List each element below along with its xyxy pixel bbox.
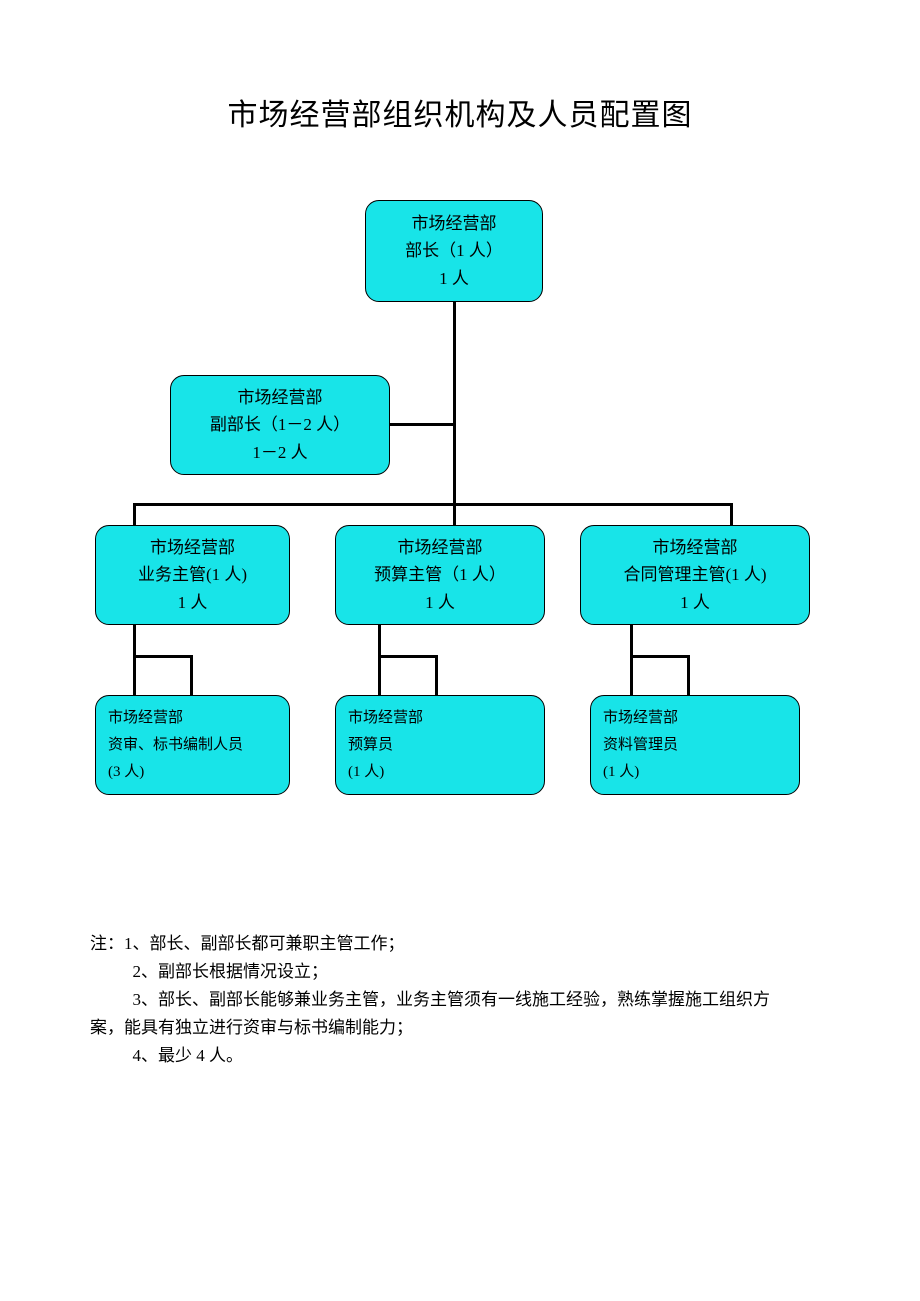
org-node-deputy-line-1: 副部长（1－2 人）	[210, 411, 350, 438]
org-node-staff3-line-2: (1 人)	[603, 759, 639, 786]
connector-1	[390, 423, 455, 426]
org-node-staff1-line-2: (3 人)	[108, 759, 144, 786]
org-node-mgr1-line-1: 业务主管(1 人)	[138, 561, 247, 588]
org-node-mgr2-line-2: 1 人	[425, 589, 455, 616]
connector-0	[453, 302, 456, 525]
note-item-3: 3、部长、副部长能够兼业务主管，业务主管须有一线施工经验，熟练掌握施工组织方案，…	[90, 986, 850, 1042]
connector-13	[687, 655, 690, 696]
org-node-mgr2-line-1: 预算主管（1 人）	[374, 561, 506, 588]
connector-5	[133, 625, 136, 696]
connector-12	[630, 655, 690, 658]
org-node-mgr3-line-0: 市场经营部	[653, 534, 738, 561]
org-node-mgr1-line-0: 市场经营部	[150, 534, 235, 561]
org-node-mgr3: 市场经营部合同管理主管(1 人)1 人	[580, 525, 810, 625]
org-node-staff3: 市场经营部资料管理员(1 人)	[590, 695, 800, 795]
org-node-root-line-2: 1 人	[439, 265, 469, 292]
note-item-3-line2: 案，能具有独立进行资审与标书编制能力；	[90, 1014, 850, 1042]
org-node-mgr2: 市场经营部预算主管（1 人）1 人	[335, 525, 545, 625]
org-node-staff3-line-1: 资料管理员	[603, 732, 678, 759]
org-node-staff2-line-1: 预算员	[348, 732, 393, 759]
connector-2	[133, 503, 733, 506]
connector-8	[378, 625, 381, 696]
org-node-staff2-line-2: (1 人)	[348, 759, 384, 786]
org-node-staff2-line-0: 市场经营部	[348, 705, 423, 732]
notes-block: 注：1、部长、副部长都可兼职主管工作； 2、副部长根据情况设立； 3、部长、副部…	[90, 930, 850, 1070]
note-item-2: 2、副部长根据情况设立；	[90, 958, 850, 986]
connector-10	[435, 655, 438, 696]
connector-4	[730, 503, 733, 526]
connector-6	[133, 655, 193, 658]
connector-7	[190, 655, 193, 696]
page-title: 市场经营部组织机构及人员配置图	[0, 90, 920, 134]
note-item-1: 1、部长、副部长都可兼职主管工作；	[124, 934, 405, 953]
note-item-3-line1: 3、部长、副部长能够兼业务主管，业务主管须有一线施工经验，熟练掌握施工组织方	[90, 986, 850, 1014]
note-item-4: 4、最少 4 人。	[90, 1042, 850, 1070]
connector-3	[133, 503, 136, 526]
org-node-root: 市场经营部部长（1 人）1 人	[365, 200, 543, 302]
org-node-mgr2-line-0: 市场经营部	[398, 534, 483, 561]
org-node-mgr3-line-1: 合同管理主管(1 人)	[623, 561, 766, 588]
org-node-root-line-1: 部长（1 人）	[405, 237, 503, 264]
org-chart: 市场经营部部长（1 人）1 人市场经营部副部长（1－2 人）1－2 人市场经营部…	[95, 195, 825, 815]
org-node-staff1-line-1: 资审、标书编制人员	[108, 732, 243, 759]
org-node-deputy: 市场经营部副部长（1－2 人）1－2 人	[170, 375, 390, 475]
org-node-deputy-line-0: 市场经营部	[238, 384, 323, 411]
org-node-deputy-line-2: 1－2 人	[252, 439, 307, 466]
org-node-mgr3-line-2: 1 人	[680, 589, 710, 616]
connector-11	[630, 625, 633, 696]
connector-9	[378, 655, 438, 658]
note-line-1: 注：1、部长、副部长都可兼职主管工作；	[90, 930, 850, 958]
org-node-staff1-line-0: 市场经营部	[108, 705, 183, 732]
org-node-staff3-line-0: 市场经营部	[603, 705, 678, 732]
org-node-staff1: 市场经营部资审、标书编制人员(3 人)	[95, 695, 290, 795]
notes-prefix: 注：	[90, 934, 124, 953]
org-node-mgr1-line-2: 1 人	[178, 589, 208, 616]
org-node-staff2: 市场经营部预算员(1 人)	[335, 695, 545, 795]
org-node-root-line-0: 市场经营部	[412, 210, 497, 237]
org-node-mgr1: 市场经营部业务主管(1 人)1 人	[95, 525, 290, 625]
